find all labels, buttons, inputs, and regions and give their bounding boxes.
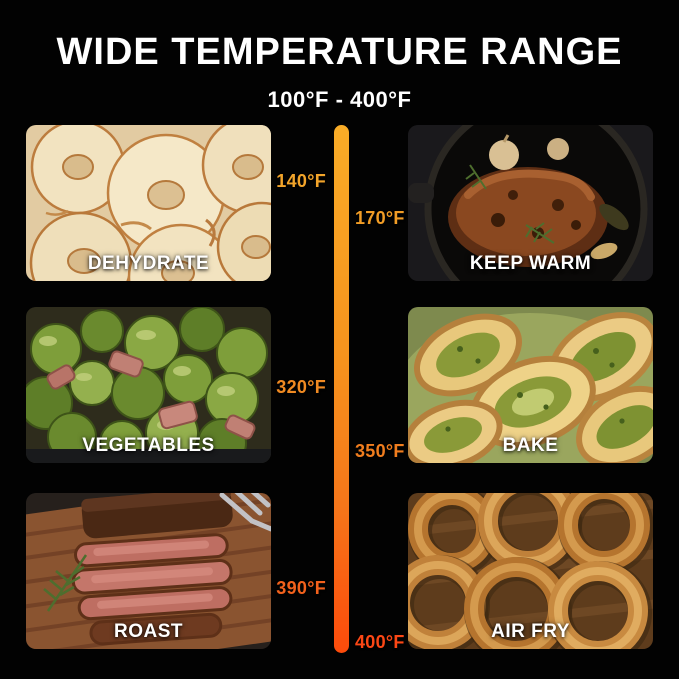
steak-in-skillet-photo: [408, 125, 653, 281]
card-dehydrate: DEHYDRATE: [26, 125, 271, 281]
temp-label-390f: 390°F: [276, 578, 326, 598]
sliced-roast-steak-photo: [26, 493, 271, 649]
page-title: WIDE TEMPERATURE RANGE: [56, 31, 623, 73]
garlic-bread-photo: [408, 307, 653, 463]
onion-rings-photo: [408, 493, 653, 649]
brussels-sprouts-bacon-photo: [26, 307, 271, 463]
temp-label-140f: 140°F: [276, 171, 326, 191]
card-air-fry: AIR FRY: [408, 493, 653, 649]
temp-label-320f: 320°F: [276, 377, 326, 397]
temp-label-350f: 350°F: [355, 441, 405, 461]
card-vegetables: VEGETABLES: [26, 307, 271, 463]
temperature-gradient-bar: [334, 125, 349, 653]
caption-bake: BAKE: [502, 435, 559, 456]
caption-vegetables: VEGETABLES: [82, 435, 215, 456]
caption-air-fry: AIR FRY: [491, 621, 570, 642]
caption-keep-warm: KEEP WARM: [469, 253, 592, 274]
temp-label-400f: 400°F: [355, 632, 405, 652]
temp-label-170f: 170°F: [355, 208, 405, 228]
dried-apple-rings-photo: [26, 125, 271, 281]
temperature-range-subtitle: 100°F - 400°F: [267, 87, 412, 112]
card-keep-warm: KEEP WARM: [408, 125, 653, 281]
caption-dehydrate: DEHYDRATE: [87, 253, 210, 274]
card-bake: BAKE: [408, 307, 653, 463]
card-roast: ROAST: [26, 493, 271, 649]
caption-roast: ROAST: [114, 621, 183, 642]
